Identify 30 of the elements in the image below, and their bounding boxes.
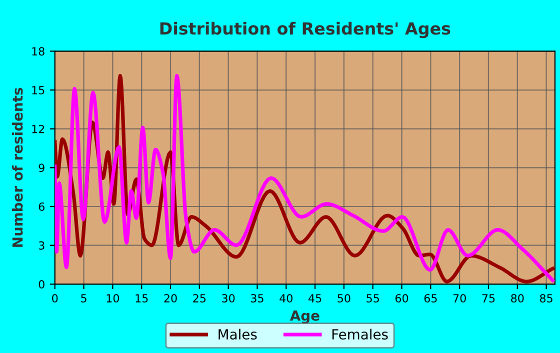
legend-label: Females [332,328,388,340]
x-tick-label: 35 [251,294,264,302]
y-tick-label: 18 [32,47,44,56]
y-axis-title: Number of residents [12,88,23,247]
x-tick-label: 10 [106,294,120,302]
legend-label: Males [218,328,257,340]
x-axis-title: Age [290,310,320,324]
x-tick-label: 70 [453,294,466,302]
x-tick-label: 45 [308,294,322,302]
x-tick-label: 60 [395,294,408,302]
x-tick-label: 85 [540,294,552,302]
x-tick-label: 25 [193,294,206,302]
x-tick-label: 0 [52,294,58,302]
chart-title: Distribution of Residents' Ages [160,22,450,38]
y-tick-label: 6 [38,202,44,211]
x-tick-label: 50 [338,294,350,302]
x-tick-label: 30 [222,294,235,302]
x-tick-label: 5 [81,294,86,302]
x-tick-label: 15 [136,294,148,302]
y-tick-label: 3 [38,241,44,250]
x-tick-label: 80 [511,294,524,302]
x-tick-label: 40 [280,294,292,302]
y-tick-label: 12 [32,124,44,134]
x-tick-label: 20 [164,294,177,302]
x-tick-label: 55 [366,294,379,302]
y-tick-label: 9 [38,164,44,172]
y-tick-label: 15 [32,86,44,94]
x-tick-label: 65 [424,294,437,302]
x-tick-label: 75 [482,294,495,302]
y-tick-label: 0 [38,280,44,289]
